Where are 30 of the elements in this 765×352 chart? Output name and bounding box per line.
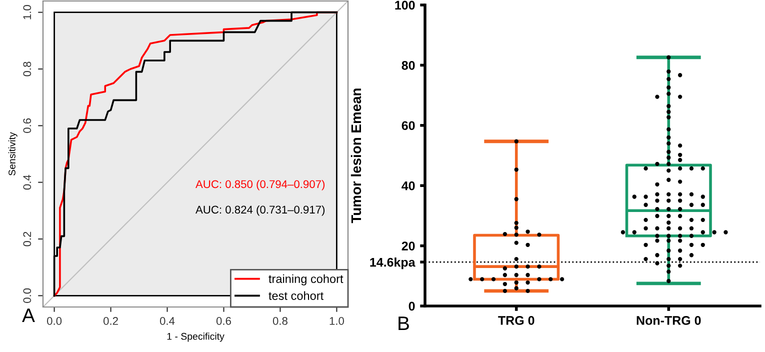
- y-tick-label: 1.0: [23, 5, 32, 20]
- x-tick-label: Non-TRG 0: [636, 316, 701, 325]
- y-tick-label: 100: [395, 0, 415, 10]
- y-tick-label: 80: [402, 61, 415, 70]
- x-tick-label: 0.6: [216, 317, 231, 325]
- y-tick-label: 0.6: [23, 118, 32, 133]
- annotation: AUC: 0.850 (0.794–0.907): [196, 180, 325, 190]
- y-tick-label: 20: [402, 242, 415, 250]
- y-tick-label: 60: [402, 121, 415, 130]
- x-tick-label: 0.0: [47, 317, 62, 325]
- x-tick-label: 0.2: [103, 317, 118, 325]
- x-tick-label: 0.8: [272, 317, 288, 325]
- annotation: AUC: 0.824 (0.731–0.917): [196, 205, 325, 216]
- ref-line-label: 14.6kpa: [370, 258, 416, 270]
- text: A: [22, 308, 35, 322]
- x-axis-title: 1 - Specificity: [167, 332, 224, 342]
- y-tick-label: 0: [408, 302, 415, 311]
- x-tick-label: 0.4: [160, 317, 175, 325]
- y-tick-label: 0.0: [23, 288, 32, 303]
- y-tick-label: 0.4: [23, 174, 32, 190]
- x-tick-label: TRG 0: [498, 316, 534, 325]
- y-tick-label: 0.8: [23, 62, 32, 76]
- y-axis-title: Sensitivity: [8, 132, 18, 176]
- y-tick-label: 40: [402, 181, 415, 190]
- text: B: [398, 316, 409, 330]
- x-tick-label: 1.0: [330, 317, 344, 325]
- legend-label: training cohort: [268, 274, 344, 286]
- y-axis-title: Tumor lesion Emean: [350, 88, 362, 224]
- y-tick-label: 0.2: [23, 232, 32, 246]
- legend-label: test cohort: [268, 291, 324, 300]
